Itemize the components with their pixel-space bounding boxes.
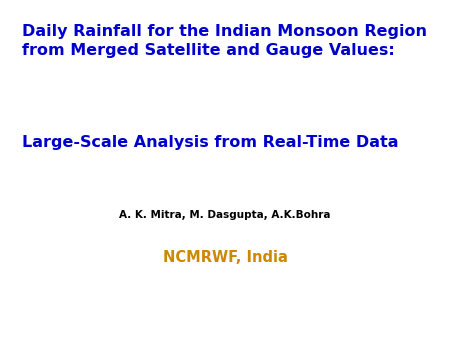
Text: Daily Rainfall for the Indian Monsoon Region
from Merged Satellite and Gauge Val: Daily Rainfall for the Indian Monsoon Re… — [22, 24, 427, 58]
Text: A. K. Mitra, M. Dasgupta, A.K.Bohra: A. K. Mitra, M. Dasgupta, A.K.Bohra — [119, 210, 331, 220]
Text: Large-Scale Analysis from Real-Time Data: Large-Scale Analysis from Real-Time Data — [22, 135, 399, 150]
Text: NCMRWF, India: NCMRWF, India — [162, 250, 288, 265]
